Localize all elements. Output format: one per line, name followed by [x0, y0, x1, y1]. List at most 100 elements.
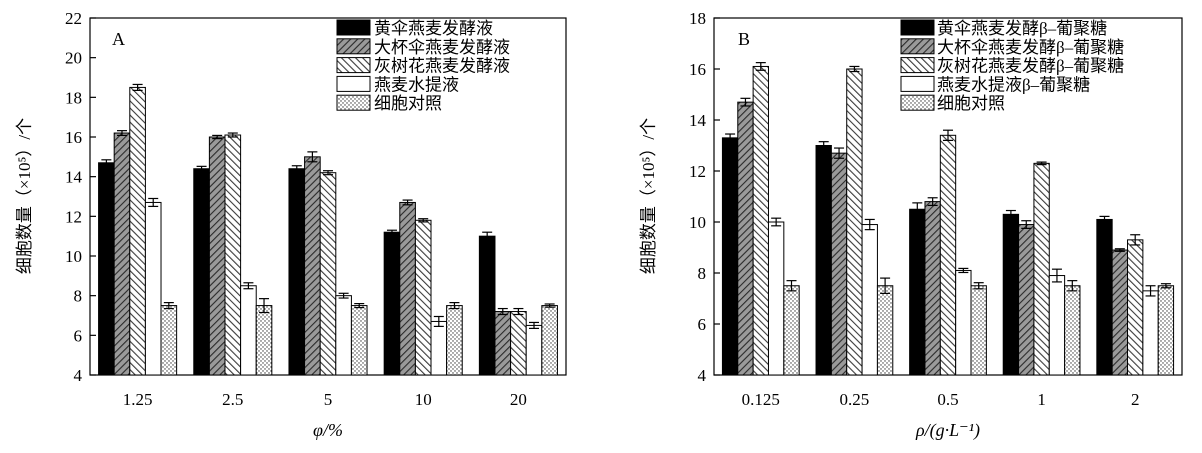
y-tick-label: 16 — [65, 128, 82, 147]
legend-label: 大杯伞燕麦发酵液 — [374, 38, 510, 57]
bar — [1127, 239, 1144, 376]
bar — [846, 68, 863, 376]
legend-swatch — [336, 57, 371, 74]
bar — [909, 208, 926, 376]
y-tick-label: 18 — [65, 88, 82, 107]
y-tick-label: 14 — [65, 168, 83, 187]
legend-label: 黄伞燕麦发酵β–葡聚糖 — [937, 19, 1107, 38]
y-tick-label: 4 — [74, 366, 83, 385]
bar — [752, 65, 769, 376]
legend-label: 大杯伞燕麦发酵β–葡聚糖 — [937, 38, 1124, 57]
legend-swatch — [336, 94, 371, 111]
bar — [383, 231, 401, 376]
legend-swatch — [900, 94, 935, 111]
y-tick-label: 8 — [74, 287, 83, 306]
bar — [430, 320, 448, 376]
bar — [208, 136, 226, 376]
legend-label: 细胞对照 — [937, 94, 1005, 113]
y-tick-label: 10 — [65, 247, 82, 266]
bar — [924, 201, 941, 376]
chart-panel-a: 4 6 8 10 12 14 16 18 20 22 1.25 2.5 5 10 20 黄伞燕麦发酵液大杯伞燕… — [15, 9, 567, 440]
bar — [970, 285, 987, 376]
bar — [98, 162, 115, 376]
x-tick-label: 20 — [510, 390, 527, 409]
y-tick-label: 16 — [689, 60, 706, 79]
y-tick-label: 10 — [689, 213, 706, 232]
legend-label: 燕麦水提液 — [374, 75, 459, 94]
bar — [721, 137, 739, 376]
bar — [129, 86, 146, 376]
bar — [350, 305, 368, 376]
bar — [1018, 224, 1035, 376]
y-tick-label: 18 — [689, 9, 706, 28]
panel-letter: B — [738, 29, 750, 49]
x-tick-label: 2.5 — [222, 390, 243, 409]
bar — [1048, 275, 1066, 376]
x-tick-label: 0.5 — [937, 390, 958, 409]
bar — [335, 295, 352, 376]
bar — [1157, 285, 1175, 376]
y-tick-label: 6 — [74, 326, 83, 345]
bar — [478, 235, 496, 376]
bar — [541, 305, 558, 376]
y-tick-label: 20 — [65, 49, 82, 68]
legend-swatch — [900, 38, 935, 55]
legend-label: 细胞对照 — [374, 94, 442, 113]
bar — [1064, 285, 1081, 376]
y-tick-label: 4 — [698, 366, 707, 385]
y-tick-label: 6 — [698, 315, 707, 334]
x-tick-label: 5 — [324, 390, 333, 409]
legend-label: 燕麦水提液β–葡聚糖 — [937, 75, 1090, 94]
bar — [1002, 213, 1020, 376]
bar — [783, 285, 800, 376]
bar — [1033, 162, 1050, 376]
bar — [319, 172, 337, 376]
bar — [861, 224, 878, 376]
x-axis-label: ρ/(g·L⁻¹) — [915, 420, 980, 441]
bar — [224, 134, 242, 376]
legend-swatch — [900, 57, 935, 74]
x-tick-label: 1 — [1037, 390, 1046, 409]
legend-label: 黄伞燕麦发酵液 — [374, 19, 493, 38]
bar — [1142, 290, 1159, 376]
bar — [767, 221, 785, 376]
bar — [144, 201, 162, 376]
bar — [737, 101, 754, 376]
bar — [255, 305, 273, 376]
bar — [240, 285, 257, 376]
bar — [399, 201, 416, 376]
y-axis-label: 细胞数量（×10⁵）/个 — [639, 118, 658, 274]
bar — [525, 324, 543, 376]
bar — [955, 269, 972, 376]
x-tick-label: 0.25 — [840, 390, 870, 409]
bar — [193, 168, 210, 376]
bar — [113, 132, 131, 376]
bar — [939, 134, 957, 376]
bar — [1096, 218, 1113, 376]
x-tick-label: 10 — [415, 390, 432, 409]
y-tick-label: 14 — [689, 111, 707, 130]
panel-letter: A — [112, 29, 125, 49]
legend-swatch — [900, 19, 935, 36]
bar — [510, 311, 527, 376]
y-axis-label: 细胞数量（×10⁵）/个 — [15, 118, 34, 274]
bar — [288, 168, 306, 376]
x-axis-label: φ/% — [313, 420, 343, 440]
y-tick-label: 12 — [689, 162, 706, 181]
bar — [446, 305, 463, 376]
bar — [304, 156, 321, 376]
legend-label: 灰树花燕麦发酵液 — [374, 57, 510, 76]
legend-swatch — [336, 38, 371, 55]
y-tick-label: 8 — [698, 264, 707, 283]
bar — [160, 305, 178, 376]
bar — [830, 152, 848, 376]
bar — [1111, 249, 1129, 376]
x-tick-label: 2 — [1131, 390, 1140, 409]
bar — [876, 285, 894, 376]
legend-swatch — [336, 19, 371, 36]
legend-label: 灰树花燕麦发酵β–葡聚糖 — [937, 57, 1124, 76]
bar — [494, 311, 512, 376]
y-tick-label: 12 — [65, 207, 82, 226]
